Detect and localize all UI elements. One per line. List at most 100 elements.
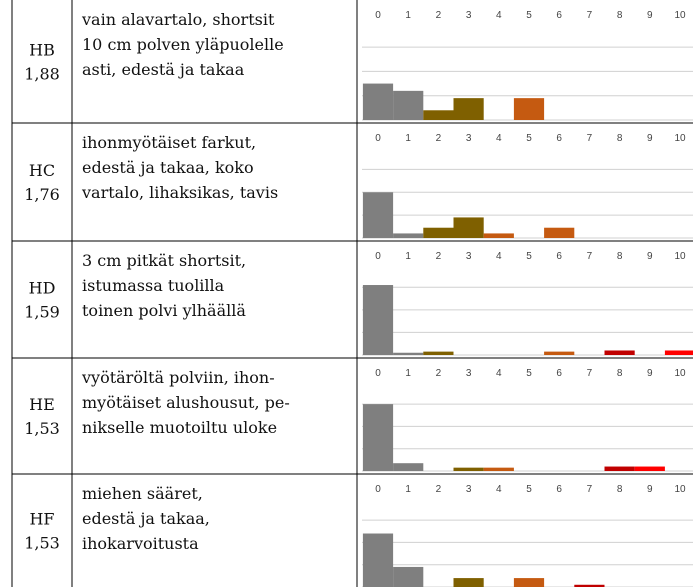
score: 1,59 (24, 303, 60, 322)
bar (453, 467, 484, 471)
description-line: 3 cm pitkät shortsit, (82, 251, 246, 270)
bar (362, 285, 394, 355)
bin-label: 1 (405, 484, 411, 495)
bar (604, 350, 635, 355)
bar (453, 98, 484, 120)
bar (574, 584, 605, 587)
code: HF (29, 510, 54, 529)
bar (393, 352, 424, 355)
bin-label: 3 (466, 484, 472, 495)
bin-label: 7 (587, 10, 593, 21)
bar (513, 578, 545, 587)
bin-label: 0 (375, 133, 381, 144)
bar (393, 90, 424, 120)
bar (453, 217, 484, 238)
bar (393, 233, 424, 238)
bin-label: 0 (375, 10, 381, 21)
bar (544, 227, 575, 238)
bin-label: 9 (647, 133, 653, 144)
description-line: istumassa tuolilla (82, 276, 225, 295)
bar (393, 463, 424, 471)
bin-label: 0 (375, 251, 381, 262)
bar (362, 533, 394, 587)
bar (362, 192, 394, 238)
bin-label: 8 (617, 133, 623, 144)
bin-label: 1 (405, 10, 411, 21)
description-line: edestä ja takaa, koko (82, 158, 254, 177)
bin-label: 10 (674, 368, 686, 379)
bar (393, 566, 424, 587)
bin-label: 4 (496, 368, 502, 379)
bin-label: 1 (405, 251, 411, 262)
bin-label: 1 (405, 368, 411, 379)
description-line: ihokarvoitusta (82, 534, 199, 553)
bin-label: 3 (466, 251, 472, 262)
bin-label: 10 (674, 251, 686, 262)
bin-label: 7 (587, 368, 593, 379)
bin-label: 3 (466, 133, 472, 144)
bar (483, 233, 514, 238)
bin-label: 6 (556, 10, 562, 21)
bin-label: 6 (556, 251, 562, 262)
bin-label: 2 (436, 133, 442, 144)
bin-label: 4 (496, 251, 502, 262)
score: 1,88 (24, 65, 60, 84)
bin-label: 10 (674, 484, 686, 495)
bar (423, 110, 454, 120)
code: HC (29, 161, 55, 180)
description-line: miehen sääret, (82, 484, 203, 503)
code: HD (29, 279, 56, 298)
score: 1,53 (24, 419, 60, 438)
bar (453, 578, 484, 587)
bin-label: 5 (526, 251, 532, 262)
code: HB (29, 41, 55, 60)
bin-label: 8 (617, 368, 623, 379)
bar (423, 351, 454, 355)
bar (362, 404, 394, 471)
bin-label: 5 (526, 10, 532, 21)
description-line: toinen polvi ylhäällä (82, 301, 246, 320)
bin-label: 5 (526, 133, 532, 144)
bin-label: 6 (556, 484, 562, 495)
bin-label: 2 (436, 251, 442, 262)
bin-label: 5 (526, 368, 532, 379)
bar (423, 227, 454, 238)
bin-label: 7 (587, 133, 593, 144)
bin-label: 9 (647, 368, 653, 379)
description-line: vartalo, lihaksikas, tavis (81, 183, 278, 202)
bin-label: 9 (647, 251, 653, 262)
description-line: vain alavartalo, shortsit (81, 10, 275, 29)
bin-label: 10 (674, 10, 686, 21)
description-line: vyötäröltä polviin, ihon- (81, 368, 275, 387)
score: 1,53 (24, 534, 60, 553)
bin-label: 8 (617, 484, 623, 495)
bar (634, 466, 665, 471)
bin-label: 2 (436, 368, 442, 379)
bin-label: 2 (436, 10, 442, 21)
bar (604, 466, 635, 471)
bar (544, 351, 575, 355)
bin-label: 1 (405, 133, 411, 144)
bin-label: 4 (496, 484, 502, 495)
bar (664, 350, 693, 355)
bin-label: 4 (496, 10, 502, 21)
description-line: asti, edestä ja takaa (82, 60, 245, 79)
bin-label: 9 (647, 484, 653, 495)
bin-label: 7 (587, 251, 593, 262)
bar (362, 83, 394, 120)
description-line: ihonmyötäiset farkut, (82, 133, 256, 152)
code: HE (29, 395, 55, 414)
bin-label: 10 (674, 133, 686, 144)
description-line: edestä ja takaa, (82, 509, 210, 528)
bin-label: 5 (526, 484, 532, 495)
bin-label: 2 (436, 484, 442, 495)
bar (513, 98, 545, 120)
description-line: 10 cm polven yläpuolelle (82, 35, 284, 54)
score: 1,76 (24, 185, 60, 204)
bin-label: 6 (556, 368, 562, 379)
bin-label: 3 (466, 10, 472, 21)
bin-label: 0 (375, 368, 381, 379)
bin-label: 9 (647, 10, 653, 21)
description-line: nikselle muotoiltu uloke (82, 418, 277, 437)
